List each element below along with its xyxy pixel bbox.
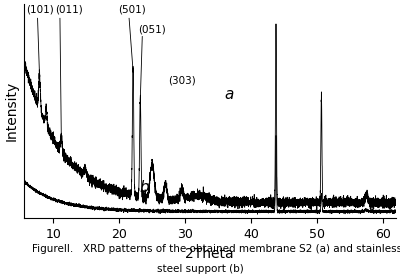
X-axis label: 2Theta: 2Theta: [186, 247, 234, 261]
Text: steel support (b): steel support (b): [157, 263, 243, 274]
Text: b: b: [139, 180, 149, 195]
Text: (303): (303): [169, 75, 196, 85]
Text: (501): (501): [118, 4, 146, 14]
Y-axis label: Intensity: Intensity: [4, 81, 18, 141]
Text: (051): (051): [138, 24, 166, 34]
Text: (011): (011): [55, 4, 82, 14]
Text: FigureII.   XRD patterns of the obtained membrane S2 (a) and stainless: FigureII. XRD patterns of the obtained m…: [32, 244, 400, 254]
Text: (101): (101): [26, 4, 54, 14]
Text: a: a: [224, 87, 234, 102]
